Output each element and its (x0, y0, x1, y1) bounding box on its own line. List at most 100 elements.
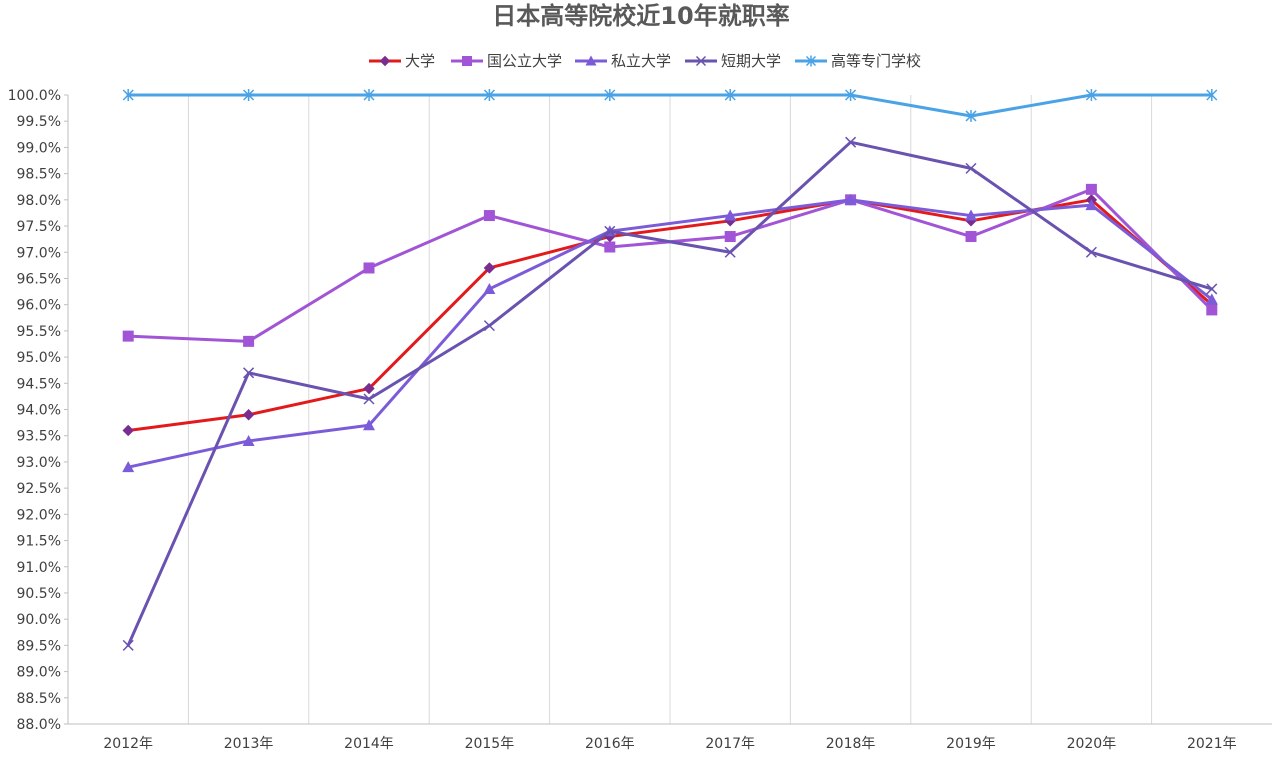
data-point-marker (965, 209, 977, 221)
data-point-marker (1085, 199, 1098, 211)
data-point-marker (483, 210, 495, 222)
data-point-marker (122, 424, 134, 437)
y-tick-label: 98.0% (17, 193, 61, 209)
legend-item-2: 国公立大学 (451, 52, 562, 70)
legend-item-3: 私立大学 (575, 52, 671, 70)
data-point-marker (363, 393, 375, 405)
x-axis-ticks: 2012年 2013年 2014年 2015年 2016年 2017年 2018年 2019年… (103, 736, 1236, 752)
y-tick-label: 88.5% (17, 691, 61, 707)
series-line (126, 93, 1214, 118)
y-tick-label: 100.0% (8, 88, 61, 104)
data-point-marker (1085, 183, 1097, 195)
legend-marker (462, 56, 472, 66)
y-tick-label: 96.0% (17, 298, 61, 314)
data-point-marker (243, 335, 255, 347)
data-point-marker (242, 434, 255, 446)
data-point-marker (122, 330, 134, 342)
y-tick-label: 89.0% (17, 665, 61, 681)
x-tick-label: 2016年 (585, 736, 635, 752)
y-tick-label: 96.5% (17, 271, 61, 287)
legend-item-1: 大学 (369, 52, 435, 70)
data-point-marker (483, 89, 495, 101)
legend-marker (805, 55, 817, 67)
x-tick-label: 2019年 (946, 736, 996, 752)
x-tick-label: 2021年 (1187, 736, 1237, 752)
y-tick-label: 97.0% (17, 245, 61, 261)
data-point-marker (483, 320, 495, 332)
y-tick-label: 90.5% (17, 586, 61, 602)
data-point-marker (1206, 89, 1218, 101)
chart-title: 日本高等院校近10年就职率 (492, 2, 789, 30)
data-point-marker (363, 89, 375, 101)
legend-item-4: 短期大学 (685, 52, 781, 70)
data-point-marker (122, 89, 134, 101)
legend-marker (585, 55, 597, 66)
legend: 大学 国公立大学 私立大学 短期大学 高等专门学校 (369, 52, 921, 70)
data-point-marker (1085, 89, 1097, 101)
y-tick-label: 90.0% (17, 612, 61, 628)
x-tick-label: 2014年 (344, 736, 394, 752)
legend-label: 短期大学 (721, 52, 781, 70)
data-point-marker (965, 231, 977, 243)
data-point-marker (1085, 246, 1097, 258)
y-tick-label: 88.0% (17, 717, 61, 733)
y-tick-label: 94.0% (17, 403, 61, 419)
data-point-marker (604, 225, 616, 237)
y-tick-label: 92.0% (17, 507, 61, 523)
y-tick-label: 99.0% (17, 140, 61, 156)
legend-label: 大学 (405, 52, 435, 70)
data-point-marker (724, 231, 736, 243)
y-tick-label: 93.5% (17, 429, 61, 445)
y-axis-ticks: 88.0% 88.5% 89.0% 89.5% 90.0% 90.5% 91.0% 91.5%… (8, 88, 68, 733)
y-tick-label: 94.5% (17, 376, 61, 392)
y-tick-label: 93.0% (17, 455, 61, 471)
data-point-marker (845, 89, 857, 101)
legend-marker (695, 55, 707, 67)
data-point-marker (242, 409, 255, 421)
y-tick-label: 95.5% (17, 324, 61, 340)
y-tick-label: 95.0% (17, 350, 61, 366)
x-tick-label: 2013年 (224, 736, 274, 752)
data-point-marker (243, 367, 255, 379)
y-tick-label: 92.5% (17, 481, 61, 497)
y-tick-label: 99.5% (17, 114, 61, 130)
data-point-marker (724, 246, 736, 258)
grid-lines (187, 95, 1153, 724)
y-tick-label: 91.0% (17, 560, 61, 576)
x-tick-label: 2015年 (465, 736, 515, 752)
data-point-marker (483, 262, 496, 274)
data-point-marker (965, 162, 977, 174)
y-tick-label: 89.5% (17, 638, 61, 654)
data-point-marker (965, 109, 977, 122)
y-tick-label: 91.5% (17, 534, 61, 550)
series-line (126, 140, 1214, 647)
series-layer (122, 89, 1218, 651)
x-tick-label: 2020年 (1067, 736, 1117, 752)
data-point-marker (844, 193, 857, 205)
data-point-marker (363, 262, 375, 274)
legend-marker (379, 55, 391, 67)
legend-label: 国公立大学 (487, 52, 562, 70)
data-point-marker (122, 461, 135, 473)
x-tick-label: 2018年 (826, 736, 876, 752)
x-tick-label: 2017年 (705, 736, 755, 752)
legend-item-5: 高等专门学校 (795, 52, 921, 70)
data-point-marker (122, 639, 134, 651)
data-point-marker (363, 382, 375, 395)
data-point-marker (363, 419, 375, 431)
y-tick-label: 97.5% (17, 219, 61, 235)
data-point-marker (1205, 293, 1218, 305)
data-point-marker (243, 89, 255, 101)
series-5 (122, 89, 1218, 122)
x-tick-label: 2012年 (103, 736, 153, 752)
legend-label: 私立大学 (611, 52, 671, 70)
legend-label: 高等专门学校 (831, 52, 921, 70)
data-point-marker (724, 209, 737, 221)
data-point-marker (1206, 304, 1218, 316)
data-point-marker (604, 241, 616, 253)
data-point-marker (845, 136, 857, 148)
data-point-marker (1206, 283, 1218, 295)
series-4 (122, 136, 1218, 651)
